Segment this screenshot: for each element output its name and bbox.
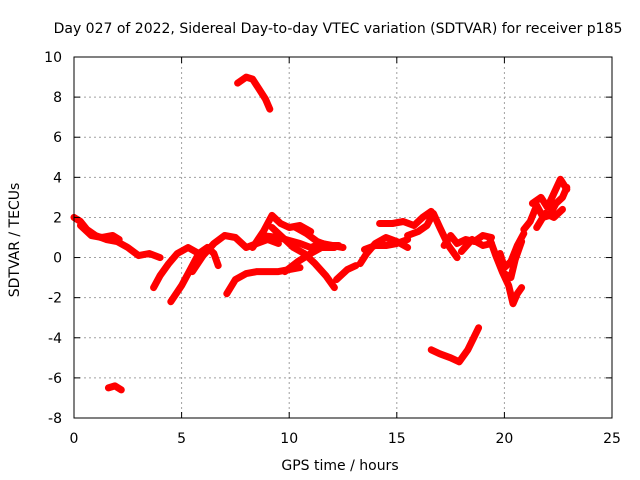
chart-title: Day 027 of 2022, Sidereal Day-to-day VTE… [54,21,623,37]
series-arc-14 [361,236,412,253]
axis-ticks: 0 5 10 15 20 25 -8 -6 -4 -2 0 2 4 6 8 10 [44,50,621,447]
series-arc-5 [188,232,282,276]
plot-area [70,73,571,394]
x-tick-label: 20 [495,431,513,447]
y-axis-title: SDTVAR / TECUs [7,183,23,298]
plot-frame [73,56,613,419]
y-tick-label: -2 [48,291,62,307]
series-arc-12 [333,262,360,284]
series-arc-16 [404,209,461,262]
series-arc-7 [249,211,315,251]
series-arc-11 [281,244,338,276]
x-tick-label: 15 [388,431,406,447]
y-tick-label: -4 [48,331,62,347]
series-arc-18 [457,236,495,255]
x-tick-label: 0 [70,431,79,447]
series-arc-27 [104,382,125,394]
y-tick-label: 0 [53,251,62,267]
grid [74,57,612,418]
series-arc-25 [234,73,274,113]
series-arc-17 [440,232,495,249]
y-tick-label: 10 [44,50,62,66]
series-arc-2 [77,222,123,243]
y-tick-label: -8 [48,411,62,427]
series-arc-21 [500,238,526,282]
y-tick-label: 4 [53,170,62,186]
series-arc-19 [485,234,526,308]
y-tick-label: 2 [53,210,62,226]
y-tick-label: 8 [53,90,62,106]
y-tick-label: 6 [53,130,62,146]
series-arc-23 [528,175,571,211]
x-tick-label: 5 [177,431,186,447]
series-arc-15 [376,207,435,229]
series-arc-4 [167,244,222,306]
y-tick-label: -6 [48,371,62,387]
series-arc-3 [150,244,203,292]
series-arc-24 [533,205,566,231]
x-tick-label: 25 [603,431,621,447]
x-axis-title: GPS time / hours [281,458,398,474]
x-tick-label: 10 [280,431,298,447]
series-arc-26 [427,324,483,366]
